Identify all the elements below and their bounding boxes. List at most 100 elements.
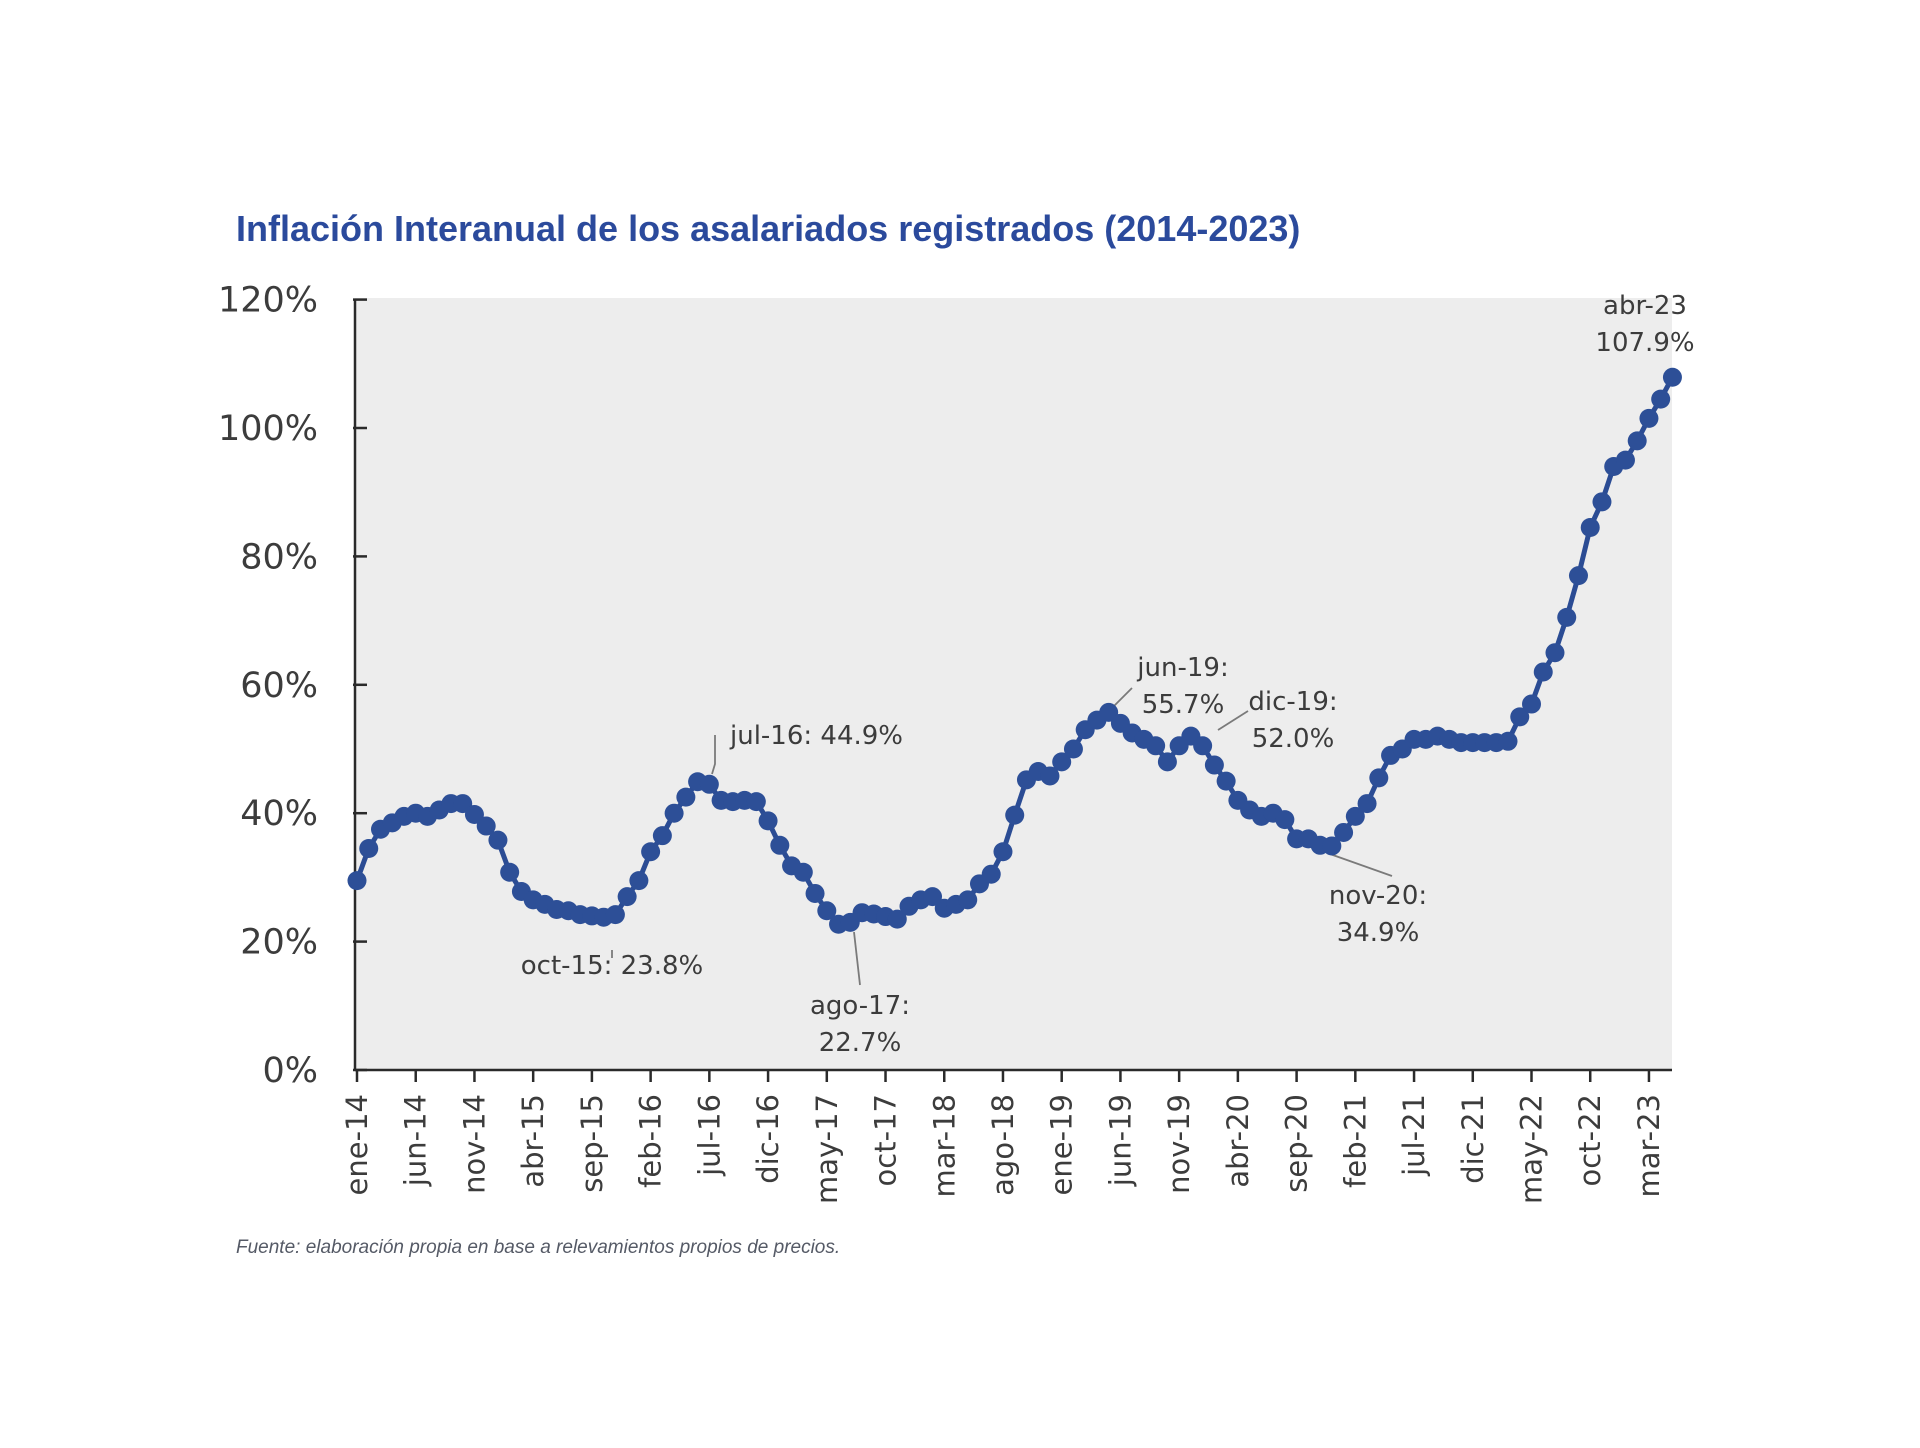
x-tick-label: oct-17	[869, 1094, 903, 1186]
annotation-label: nov-20: 34.9%	[1329, 881, 1427, 948]
annotation-label: jun-19: 55.7%	[1136, 653, 1228, 720]
y-axis-ticks: 0% 20% 40% 60% 80% 100% 120%	[218, 281, 367, 1091]
plot-area	[355, 298, 1672, 1070]
x-tick-label: ene-19	[1045, 1094, 1079, 1195]
annotations: oct-15: 23.8% jul-16: 44.9% ago-17: 22.7% ju…	[521, 291, 1695, 1058]
annotation-line: abr-23	[1603, 291, 1687, 321]
y-tick-label: 120%	[218, 281, 318, 321]
plot-background	[355, 298, 1672, 1070]
data-point	[1510, 707, 1530, 727]
data-point	[1498, 731, 1518, 751]
data-point	[981, 864, 1001, 884]
x-tick-label: oct-22	[1573, 1094, 1607, 1186]
annotation-leader	[1217, 710, 1249, 731]
x-tick-label: dic-16	[751, 1094, 785, 1184]
y-tick-label: 0%	[262, 1051, 318, 1091]
annotation-leader	[853, 931, 861, 986]
data-point	[617, 887, 637, 907]
data-point	[1193, 736, 1213, 756]
x-tick-label: ene-14	[340, 1094, 374, 1195]
y-tick-label: 20%	[240, 923, 318, 963]
x-tick-label: feb-16	[634, 1094, 668, 1188]
data-point	[476, 816, 496, 836]
data-point	[1345, 806, 1365, 826]
annotation-line: 22.7%	[819, 1028, 902, 1058]
annotation-line: ago-17:	[810, 991, 910, 1021]
data-point	[1580, 518, 1600, 538]
x-tick-label: sep-15	[575, 1094, 609, 1193]
annotation-label: abr-23 107.9%	[1595, 291, 1694, 358]
annotation-line: 55.7%	[1142, 690, 1225, 720]
data-point	[993, 842, 1013, 862]
data-point	[1533, 662, 1553, 682]
y-tick-label: 80%	[240, 537, 318, 577]
data-point	[1568, 566, 1588, 586]
data-point	[923, 887, 943, 907]
data-point	[1322, 836, 1342, 856]
data-point	[1639, 408, 1659, 428]
data-point	[359, 839, 379, 859]
data-point	[805, 883, 825, 903]
data-point	[500, 862, 520, 882]
data-point	[629, 871, 649, 891]
data-point	[1334, 822, 1354, 842]
data-point	[746, 792, 766, 812]
x-tick-label: may-17	[810, 1094, 844, 1204]
x-tick-label: dic-21	[1456, 1094, 1490, 1184]
data-point	[1369, 768, 1389, 788]
data-point	[1615, 450, 1635, 470]
annotation-line: jun-19:	[1136, 653, 1228, 683]
x-tick-label: jul-21	[1397, 1094, 1431, 1177]
annotation-leaders	[611, 687, 1393, 986]
chart-title: Inflación Interanual de los asalariados …	[236, 208, 1301, 249]
data-point	[1662, 367, 1682, 387]
annotation-line: 107.9%	[1595, 328, 1694, 358]
annotation-line: oct-15: 23.8%	[521, 951, 703, 981]
data-point	[488, 830, 508, 850]
x-tick-label: ago-18	[986, 1094, 1020, 1196]
y-tick-label: 60%	[240, 666, 318, 706]
data-point	[887, 909, 907, 929]
annotation-leader	[1111, 687, 1133, 709]
data-point	[793, 862, 813, 882]
data-point	[464, 804, 484, 824]
data-point	[652, 826, 672, 846]
x-tick-label: nov-19	[1162, 1094, 1196, 1194]
x-tick-label: sep-20	[1280, 1094, 1314, 1193]
data-point	[676, 787, 696, 807]
data-point	[1522, 694, 1541, 714]
data-point	[664, 803, 684, 823]
x-tick-label: mar-23	[1632, 1094, 1666, 1197]
data-point	[1357, 794, 1377, 814]
y-tick-label: 40%	[240, 794, 318, 834]
data-point	[605, 905, 625, 925]
x-axis-ticks: ene-14 jun-14 nov-14 abr-15 sep-15 feb-16 jul-…	[340, 1070, 1666, 1204]
y-tick-label: 100%	[218, 409, 318, 449]
data-point	[1651, 389, 1671, 409]
data-point	[1063, 739, 1083, 759]
data-point	[1157, 752, 1177, 772]
data-point	[347, 871, 367, 891]
annotation-line: 34.9%	[1337, 918, 1420, 948]
data-point	[1146, 736, 1166, 756]
annotation-leader	[1329, 853, 1393, 877]
data-point	[958, 890, 978, 910]
x-tick-label: abr-15	[516, 1094, 550, 1188]
x-tick-label: jun-19	[1103, 1094, 1137, 1187]
x-tick-label: nov-14	[457, 1094, 491, 1194]
x-tick-label: mar-18	[927, 1094, 961, 1197]
data-point	[1545, 643, 1565, 663]
annotation-label: dic-19: 52.0%	[1248, 687, 1337, 754]
x-tick-label: jun-14	[399, 1094, 433, 1187]
annotation-line: dic-19:	[1248, 687, 1337, 717]
annotation-line: 52.0%	[1252, 724, 1335, 754]
x-tick-label: jul-16	[692, 1094, 726, 1177]
data-point	[1557, 607, 1577, 627]
data-point	[1052, 752, 1072, 772]
annotation-line: nov-20:	[1329, 881, 1427, 911]
data-point	[1216, 771, 1236, 791]
data-point	[1275, 810, 1295, 830]
annotation-line: jul-16: 44.9%	[729, 721, 903, 751]
data-point	[770, 835, 790, 855]
